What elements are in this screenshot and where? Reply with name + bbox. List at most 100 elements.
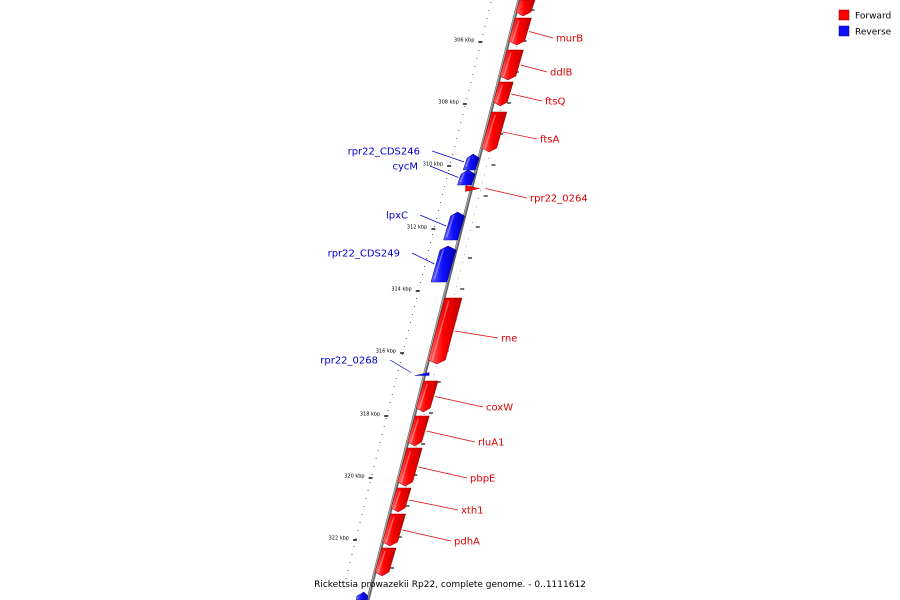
gene-label-ddlB[interactable]: ddlB (550, 68, 572, 79)
map-caption: Rickettsia prowazekii Rp22, complete gen… (314, 580, 586, 590)
ruler-minor-tick (450, 162, 452, 163)
scale-label: 322 kbp (329, 536, 349, 542)
gene-label-ftsQ[interactable]: ftsQ (545, 97, 565, 108)
gene-label-cycM[interactable]: cycM (392, 162, 418, 173)
gene-block-rpr22_CDS249[interactable] (430, 245, 457, 283)
ruler-minor-tick (456, 138, 458, 139)
ruler-minor-tick (379, 442, 381, 443)
ruler-minor-tick (470, 82, 472, 83)
gene-label-murB[interactable]: murB (556, 34, 583, 45)
ruler-minor-tick (393, 386, 395, 387)
gene-block-pbpE[interactable] (397, 447, 423, 487)
ruler-minor-tick (395, 378, 397, 379)
ruler-minor-tick (448, 170, 450, 171)
gene-leader-line (485, 188, 528, 199)
gene-leader-line (402, 529, 452, 542)
scale-label: 306 kbp (454, 38, 474, 44)
gene-label-rpr22_0264[interactable]: rpr22_0264 (530, 194, 588, 205)
ruler-minor-tick (415, 298, 417, 299)
gene-label-coxW[interactable]: coxW (486, 403, 513, 414)
ruler-minor-tick (411, 314, 413, 315)
legend-swatch-forward (838, 9, 850, 21)
gene-label-ftsA[interactable]: ftsA (540, 135, 559, 146)
ruler-minor-tick (361, 514, 363, 515)
ruler-minor-tick (421, 274, 423, 275)
ruler-minor-tick (472, 74, 474, 75)
gene-label-rpr22_CDS249[interactable]: rpr22_CDS249 (328, 249, 400, 260)
gene-block-rpr22_0264[interactable] (465, 185, 480, 192)
gene-block-lpxC[interactable] (443, 211, 465, 241)
gene-block-ftsA[interactable] (481, 111, 508, 153)
gene-label-rpr22_0268[interactable]: rpr22_0268 (320, 356, 378, 367)
ruler-minor-tick (474, 66, 476, 67)
gene-block-murB[interactable] (374, 547, 397, 577)
ruler-minor-tick (353, 546, 355, 547)
ruler-minor-tick (373, 466, 375, 467)
gene-block-murB[interactable] (508, 17, 532, 46)
legend: Forward Reverse (838, 9, 892, 38)
ruler-minor-tick (426, 258, 428, 259)
gene-label-rluA1[interactable]: rluA1 (478, 438, 504, 449)
gene-block-cycM[interactable] (457, 169, 476, 186)
gene-leader-line (411, 252, 435, 265)
legend-swatch-reverse (838, 25, 850, 37)
scale-label: 308 kbp (438, 100, 458, 106)
gene-label-pbpE[interactable]: pbpE (470, 474, 495, 485)
gene-label-pdhA[interactable]: pdhA (454, 537, 480, 548)
ruler-minor-tick (413, 306, 415, 307)
ruler-minor-tick (357, 530, 359, 531)
ruler-minor-tick (387, 410, 389, 411)
ruler-minor-tick (452, 154, 454, 155)
ruler-minor-tick (405, 338, 407, 339)
ruler-minor-tick (351, 554, 353, 555)
scale-label: 312 kbp (407, 225, 427, 231)
scale-label: 316 kbp (376, 349, 396, 355)
ruler-minor-tick (419, 282, 421, 283)
scale-label: 318 kbp (360, 412, 380, 418)
gene-block-partial-top[interactable] (515, 0, 536, 17)
gene-label-xth1[interactable]: xth1 (461, 506, 484, 517)
ruler-minor-tick (478, 50, 480, 51)
gene-leader-line (426, 430, 476, 443)
ruler-minor-tick (476, 58, 478, 59)
ruler-minor-tick (436, 218, 438, 219)
gene-block-rpr22_0268[interactable] (415, 372, 430, 376)
ruler-minor-tick (468, 90, 470, 91)
gene-block-rne[interactable] (428, 297, 463, 365)
gene-block-xth1[interactable] (390, 487, 412, 513)
scale-label: 310 kbp (423, 162, 443, 168)
ruler-minor-tick (343, 586, 345, 587)
gene-leader-line (419, 214, 447, 227)
gene-block-ddlB[interactable] (499, 49, 524, 81)
ruler-minor-tick (369, 482, 371, 483)
gene-leader-line (431, 150, 465, 163)
gene-block-pdhA[interactable] (382, 513, 406, 547)
ruler-minor-tick (432, 234, 434, 235)
gene-block-partial-bottom[interactable] (356, 591, 369, 600)
ruler-minor-tick (428, 250, 430, 251)
ruler-minor-tick (391, 394, 393, 395)
gene-block-rpr22_CDS246[interactable] (462, 153, 480, 171)
gene-leader-line (454, 330, 499, 339)
gene-leader-line (418, 466, 468, 479)
ruler-minor-tick (482, 34, 484, 35)
ruler-minor-tick (383, 426, 385, 427)
ruler-minor-tick (430, 242, 432, 243)
gene-block-ftsQ[interactable] (492, 81, 514, 107)
ruler-minor-tick (381, 434, 383, 435)
ruler-minor-tick (486, 18, 488, 19)
gene-label-rne[interactable]: rne (501, 334, 517, 345)
gene-block-coxW[interactable] (415, 380, 439, 413)
ruler-minor-tick (446, 178, 448, 179)
scale-label: 320 kbp (344, 474, 364, 480)
gene-leader-line (520, 64, 548, 73)
gene-label-lpxC[interactable]: lpxC (386, 211, 408, 222)
gene-leader-line (511, 93, 543, 102)
gene-block-rluA1[interactable] (407, 415, 430, 447)
gene-label-rpr22_CDS246[interactable]: rpr22_CDS246 (348, 147, 420, 158)
ruler-minor-tick (462, 114, 464, 115)
ruler-minor-tick (345, 578, 347, 579)
ruler-minor-tick (484, 26, 486, 27)
ruler-minor-tick (407, 330, 409, 331)
